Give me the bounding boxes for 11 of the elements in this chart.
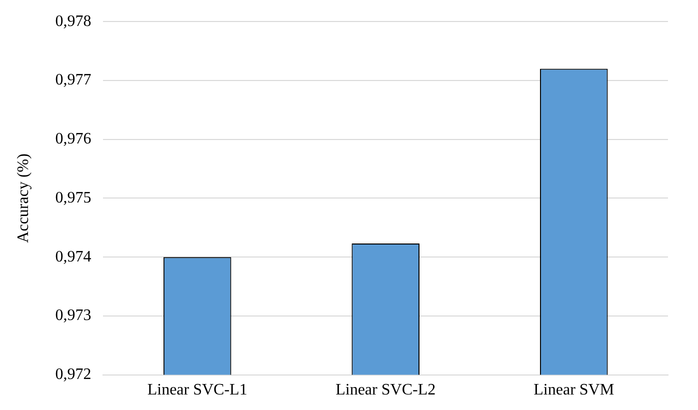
y-tick-label: 0,972 [55,366,92,384]
y-tick-label: 0,978 [55,12,92,30]
x-tick-label: Linear SVC-L1 [147,382,248,399]
y-tick-label: 0,977 [55,72,92,89]
x-tick-label: Linear SVC-L2 [336,382,436,399]
y-axis-title: Accuracy (%) [14,154,32,243]
y-tick-label: 0,974 [55,248,92,266]
y-tick-label: 0,973 [55,307,92,324]
x-tick-label: Linear SVM [534,382,614,399]
y-tick-label: 0,975 [55,189,92,206]
y-tick-label: 0,976 [55,130,92,148]
